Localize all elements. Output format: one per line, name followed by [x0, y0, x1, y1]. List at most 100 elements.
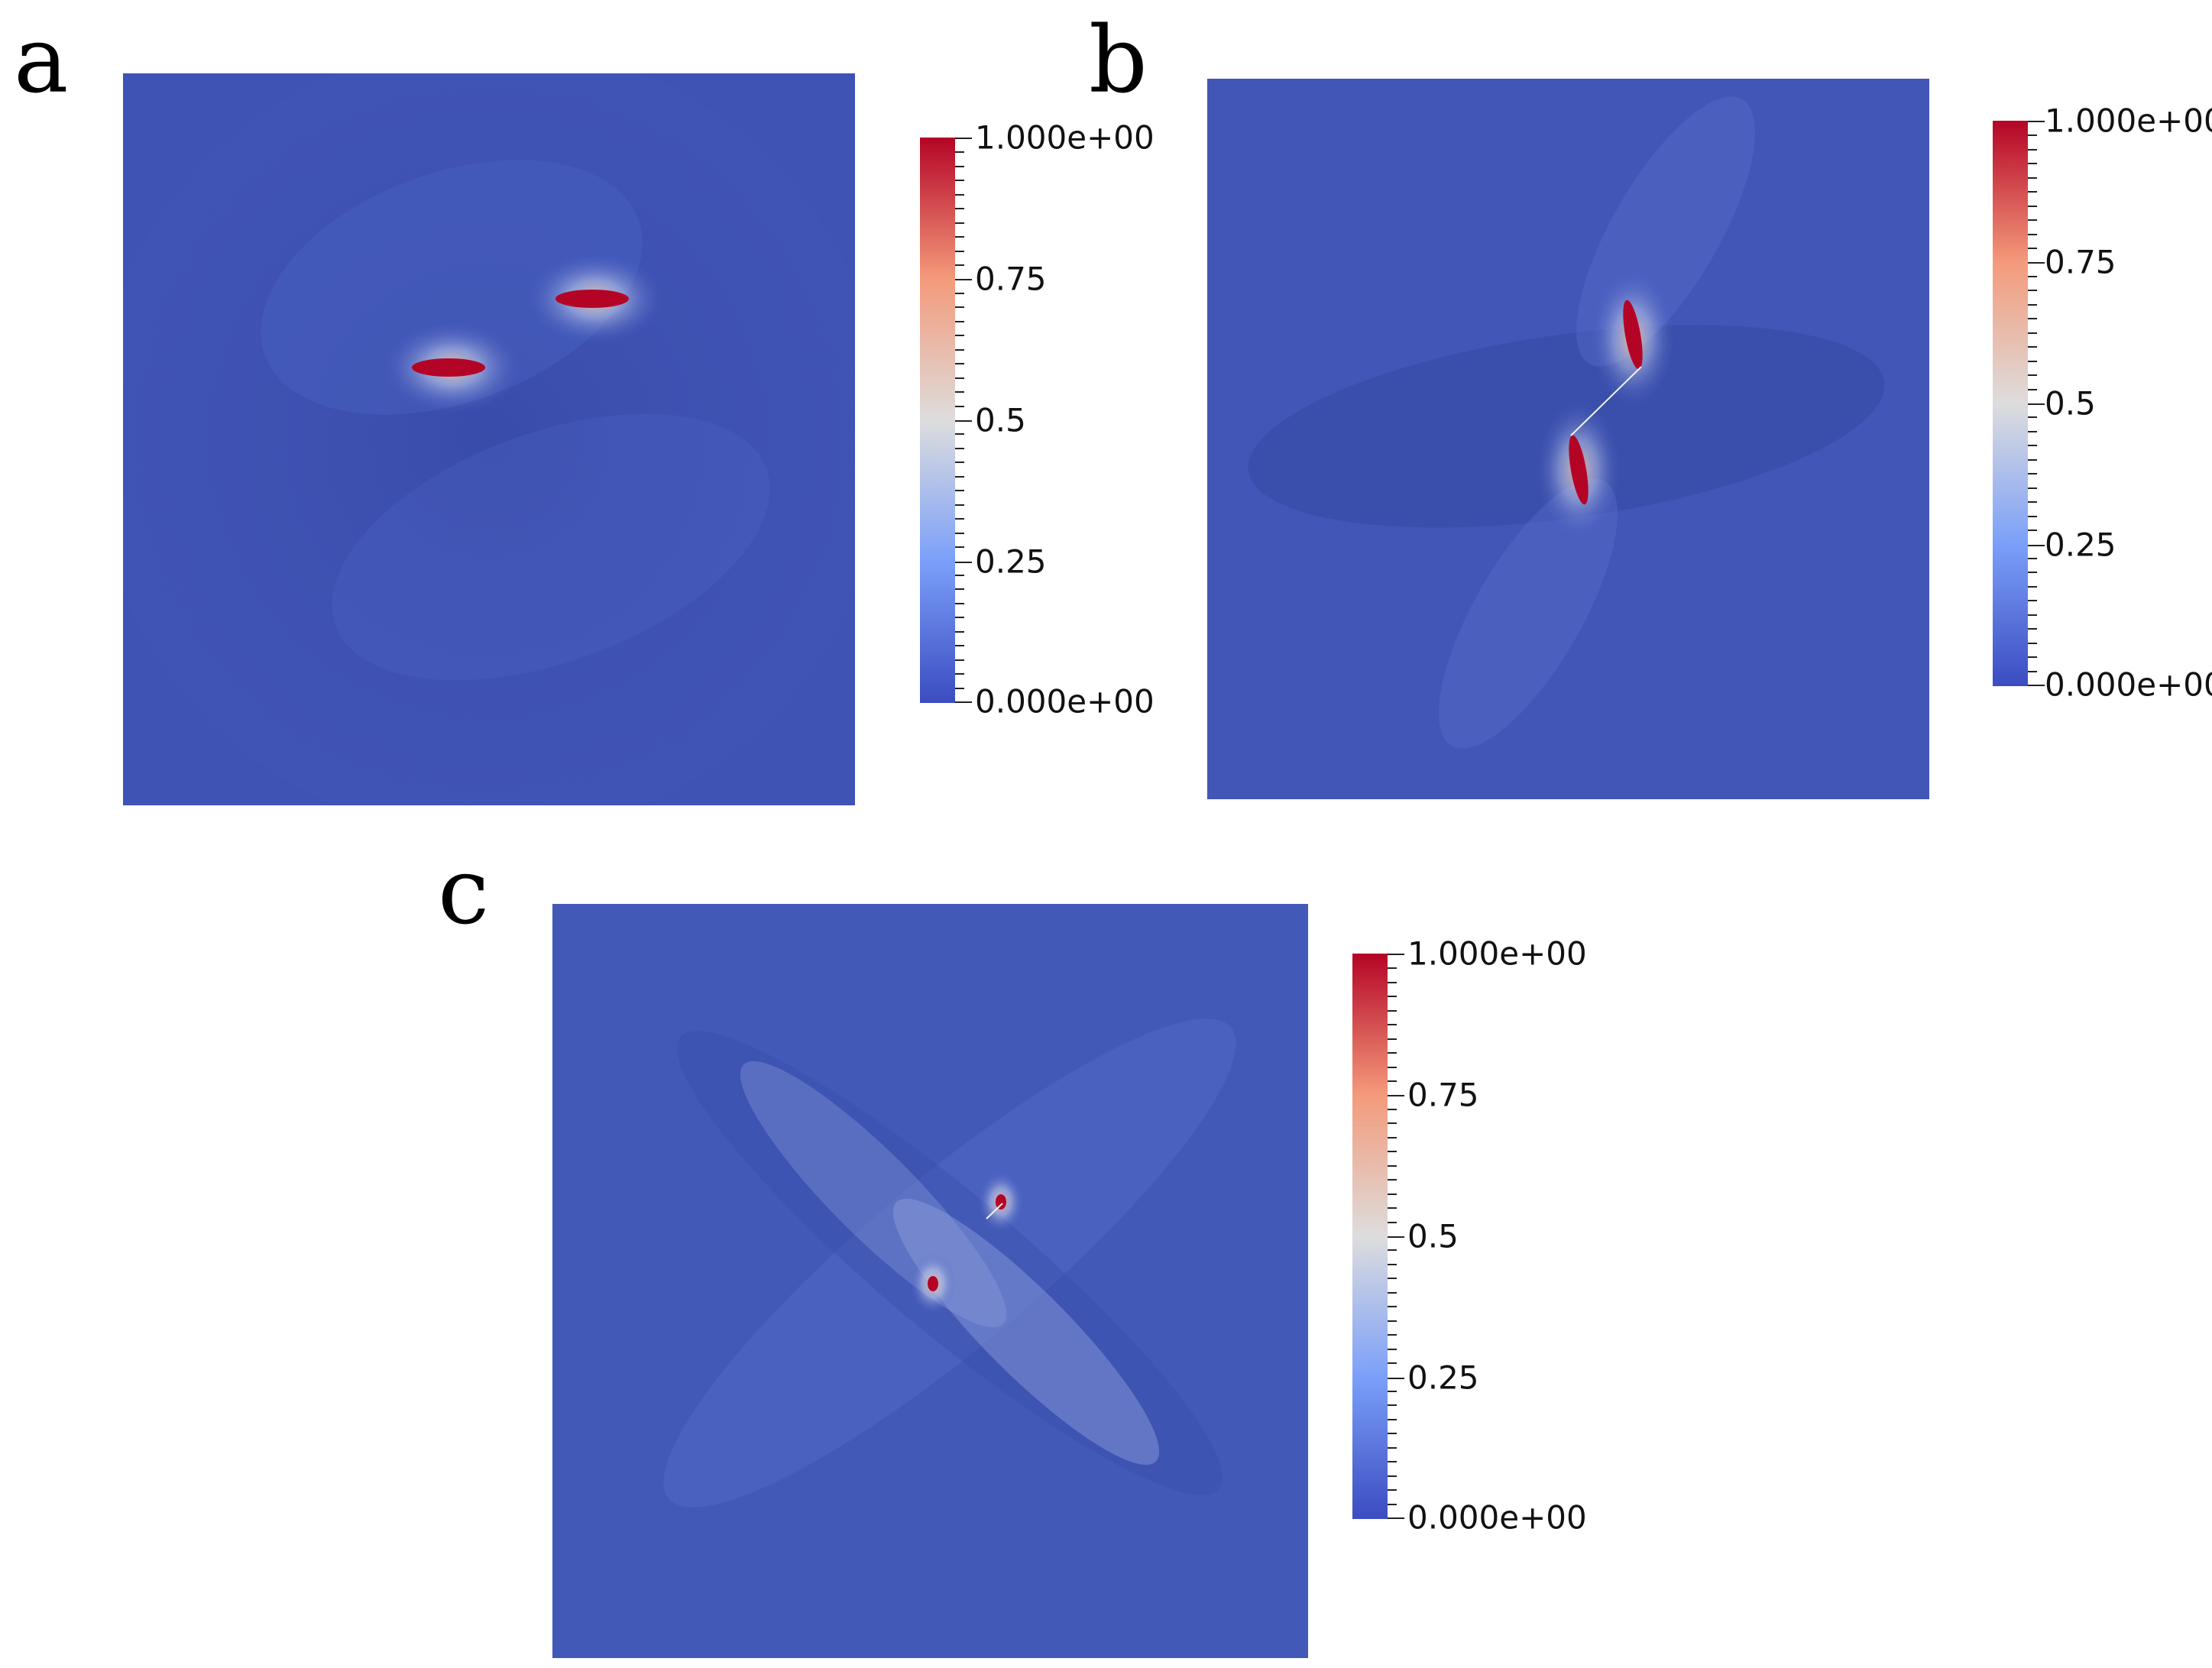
colorbar-minor-tick [1388, 1348, 1397, 1350]
colorbar-minor-tick [1388, 1179, 1397, 1181]
colorbar-tick [955, 562, 972, 563]
panel-label-b: b [1089, 8, 1148, 114]
colorbar-minor-tick [1388, 1291, 1397, 1294]
colorbar-minor-tick [2028, 656, 2037, 659]
colorbar-minor-tick [955, 193, 964, 196]
colorbar-tick-label: 0.000e+00 [1407, 1498, 1587, 1537]
colorbar-gradient [1352, 954, 1388, 1519]
colorbar-minor-tick [2028, 458, 2037, 461]
colorbar-tick [2028, 685, 2045, 686]
colorbar-minor-tick [1388, 1066, 1397, 1068]
colorbar-tick [2028, 262, 2045, 264]
colorbar-minor-tick [2028, 191, 2037, 193]
colorbar-minor-tick [955, 222, 964, 224]
colorbar-tick-label: 1.000e+00 [1407, 934, 1587, 973]
colorbar-tick-label: 0.5 [1407, 1217, 1459, 1255]
colorbar-minor-tick [2028, 163, 2037, 165]
colorbar-tick-label: 1.000e+00 [2045, 102, 2212, 140]
colorbar-minor-tick [2028, 445, 2037, 447]
colorbar-minor-tick [1388, 1306, 1397, 1308]
colorbar-minor-tick [1388, 1320, 1397, 1322]
colorbar-minor-tick [2028, 642, 2037, 644]
colorbar-minor-tick [955, 306, 964, 309]
colorbar-minor-tick [2028, 332, 2037, 334]
colorbar-tick-label: 0.25 [1407, 1359, 1479, 1397]
colorbar-minor-tick [1388, 1207, 1397, 1210]
colorbar-minor-tick [1388, 1390, 1397, 1392]
field-plot-a [123, 73, 855, 805]
colorbar-c: 1.000e+00 0.75 0.5 0.25 0.000e+00 [1352, 935, 1587, 1537]
colorbar-minor-tick [2028, 346, 2037, 348]
colorbar-minor-tick [955, 264, 964, 267]
colorbar-minor-tick [1388, 1009, 1397, 1012]
field-plot-c [552, 904, 1308, 1658]
colorbar-minor-tick [955, 405, 964, 407]
colorbar-minor-tick [1388, 1503, 1397, 1505]
colorbar-minor-tick [2028, 572, 2037, 574]
colorbar-tick [955, 420, 972, 422]
colorbar-minor-tick [1388, 996, 1397, 998]
colorbar-tick-label: 0.5 [975, 401, 1026, 439]
colorbar-minor-tick [955, 630, 964, 633]
colorbar-minor-tick [955, 617, 964, 619]
colorbar-minor-tick [1388, 1263, 1397, 1265]
colorbar-tick [955, 701, 972, 703]
colorbar-tick [955, 138, 972, 139]
colorbar-b: 1.000e+00 0.75 0.5 0.25 0.000e+00 [1993, 102, 2212, 704]
colorbar-tick-label: 1.000e+00 [975, 118, 1155, 157]
colorbar-minor-tick [2028, 233, 2037, 235]
colorbar-minor-tick [1388, 1489, 1397, 1491]
field-plot-b [1207, 79, 1929, 799]
colorbar-minor-tick [1388, 1334, 1397, 1336]
colorbar-minor-tick [1388, 1278, 1397, 1280]
colorbar-gradient [1993, 121, 2028, 686]
colorbar-minor-tick [955, 208, 964, 210]
colorbar-tick [2028, 121, 2045, 122]
colorbar-minor-tick [955, 292, 964, 294]
colorbar-minor-tick [1388, 1446, 1397, 1449]
colorbar-tick-label: 0.25 [975, 543, 1047, 581]
colorbar-minor-tick [1388, 1461, 1397, 1463]
colorbar-minor-tick [955, 532, 964, 534]
colorbar-minor-tick [955, 504, 964, 506]
colorbar-minor-tick [1388, 1038, 1397, 1040]
panel-label-a: a [14, 8, 69, 114]
colorbar-tick [2028, 403, 2045, 405]
colorbar-minor-tick [955, 462, 964, 464]
colorbar-minor-tick [2028, 473, 2037, 475]
colorbar-minor-tick [955, 180, 964, 182]
colorbar-minor-tick [1388, 981, 1397, 983]
colorbar-minor-tick [2028, 248, 2037, 250]
colorbar-minor-tick [955, 363, 964, 365]
colorbar-minor-tick [2028, 515, 2037, 517]
colorbar-minor-tick [955, 391, 964, 394]
colorbar-minor-tick [1388, 967, 1397, 970]
colorbar-minor-tick [955, 645, 964, 647]
colorbar-tick-label: 0.75 [2045, 243, 2116, 281]
colorbar-minor-tick [955, 236, 964, 238]
colorbar-tick [955, 279, 972, 280]
colorbar-minor-tick [2028, 360, 2037, 362]
colorbar-minor-tick [2028, 600, 2037, 602]
colorbar-minor-tick [955, 574, 964, 576]
colorbar-minor-tick [955, 447, 964, 449]
colorbar-minor-tick [955, 659, 964, 661]
colorbar-minor-tick [955, 250, 964, 252]
colorbar-minor-tick [2028, 134, 2037, 137]
colorbar-tick-label: 0.000e+00 [975, 682, 1155, 721]
colorbar-minor-tick [2028, 430, 2037, 432]
colorbar-minor-tick [1388, 1249, 1397, 1252]
colorbar-minor-tick [955, 546, 964, 549]
colorbar-minor-tick [2028, 501, 2037, 504]
colorbar-minor-tick [955, 377, 964, 379]
colorbar-tick [1388, 1517, 1404, 1519]
colorbar-minor-tick [2028, 148, 2037, 151]
colorbar-minor-tick [2028, 374, 2037, 377]
colorbar-minor-tick [2028, 530, 2037, 532]
colorbar-tick-label: 0.75 [975, 260, 1047, 298]
colorbar-tick [1388, 1236, 1404, 1238]
colorbar-tick [1388, 954, 1404, 955]
colorbar-minor-tick [2028, 670, 2037, 672]
colorbar-minor-tick [2028, 557, 2037, 559]
colorbar-minor-tick [955, 490, 964, 492]
